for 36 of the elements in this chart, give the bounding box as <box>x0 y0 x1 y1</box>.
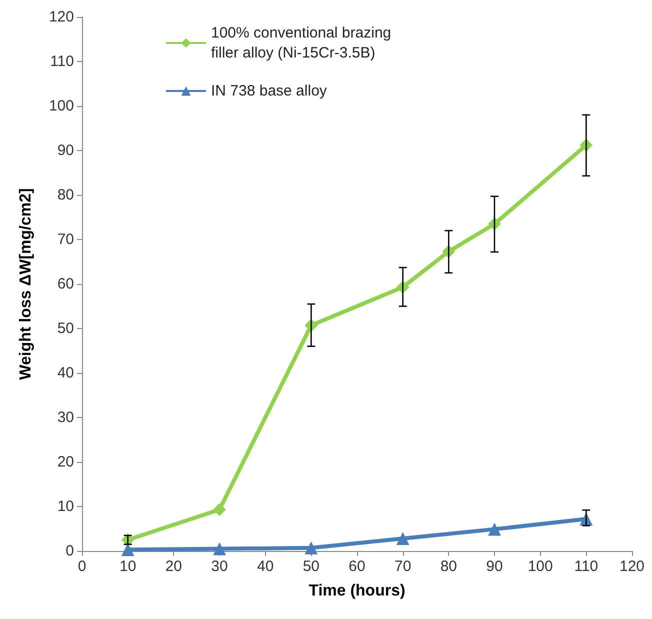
y-tick-label: 50 <box>57 320 74 337</box>
x-axis-title: Time (hours) <box>308 582 406 600</box>
y-tick-label: 120 <box>48 8 74 26</box>
x-tick-label: 90 <box>486 558 503 575</box>
x-tick-label: 80 <box>440 558 458 575</box>
y-tick-label: 30 <box>57 409 74 426</box>
x-tick-label: 50 <box>302 558 320 575</box>
y-axis-title: Weight loss ΔW[mg/cm2] <box>18 188 34 380</box>
x-tick-label: 100 <box>528 558 553 575</box>
y-tick-label: 0 <box>66 542 74 560</box>
y-tick-label: 100 <box>48 98 74 114</box>
x-tick-label: 20 <box>165 558 182 575</box>
y-tick-label: 40 <box>57 364 74 382</box>
point <box>488 522 501 536</box>
y-tick-label: 20 <box>57 454 74 470</box>
x-tick-label: 10 <box>119 558 136 575</box>
point <box>396 532 410 546</box>
y-tick-label: 60 <box>57 276 74 292</box>
y-tick-label: 110 <box>50 53 74 70</box>
x-tick-label: 110 <box>574 558 598 575</box>
y-tick-label: 90 <box>57 142 74 159</box>
point <box>121 543 134 556</box>
point <box>213 542 226 556</box>
point <box>213 503 226 516</box>
point <box>304 541 318 554</box>
x-tick-label: 40 <box>256 558 274 575</box>
x-tick-label: 60 <box>348 558 366 575</box>
x-tick-label: 70 <box>394 558 412 575</box>
x-tick-label: 120 <box>619 558 645 575</box>
legend-label: IN 738 base alloy <box>211 82 328 100</box>
legend-label: 100% conventional brazing filler alloy (Ni-15Cr-3.5B) <box>211 24 396 62</box>
x-tick-label: 0 <box>78 558 86 575</box>
y-tick-label: 80 <box>57 186 74 204</box>
x-tick-label: 30 <box>211 558 228 575</box>
y-tick-label: 70 <box>57 231 74 248</box>
y-tick-label: 10 <box>57 498 74 515</box>
